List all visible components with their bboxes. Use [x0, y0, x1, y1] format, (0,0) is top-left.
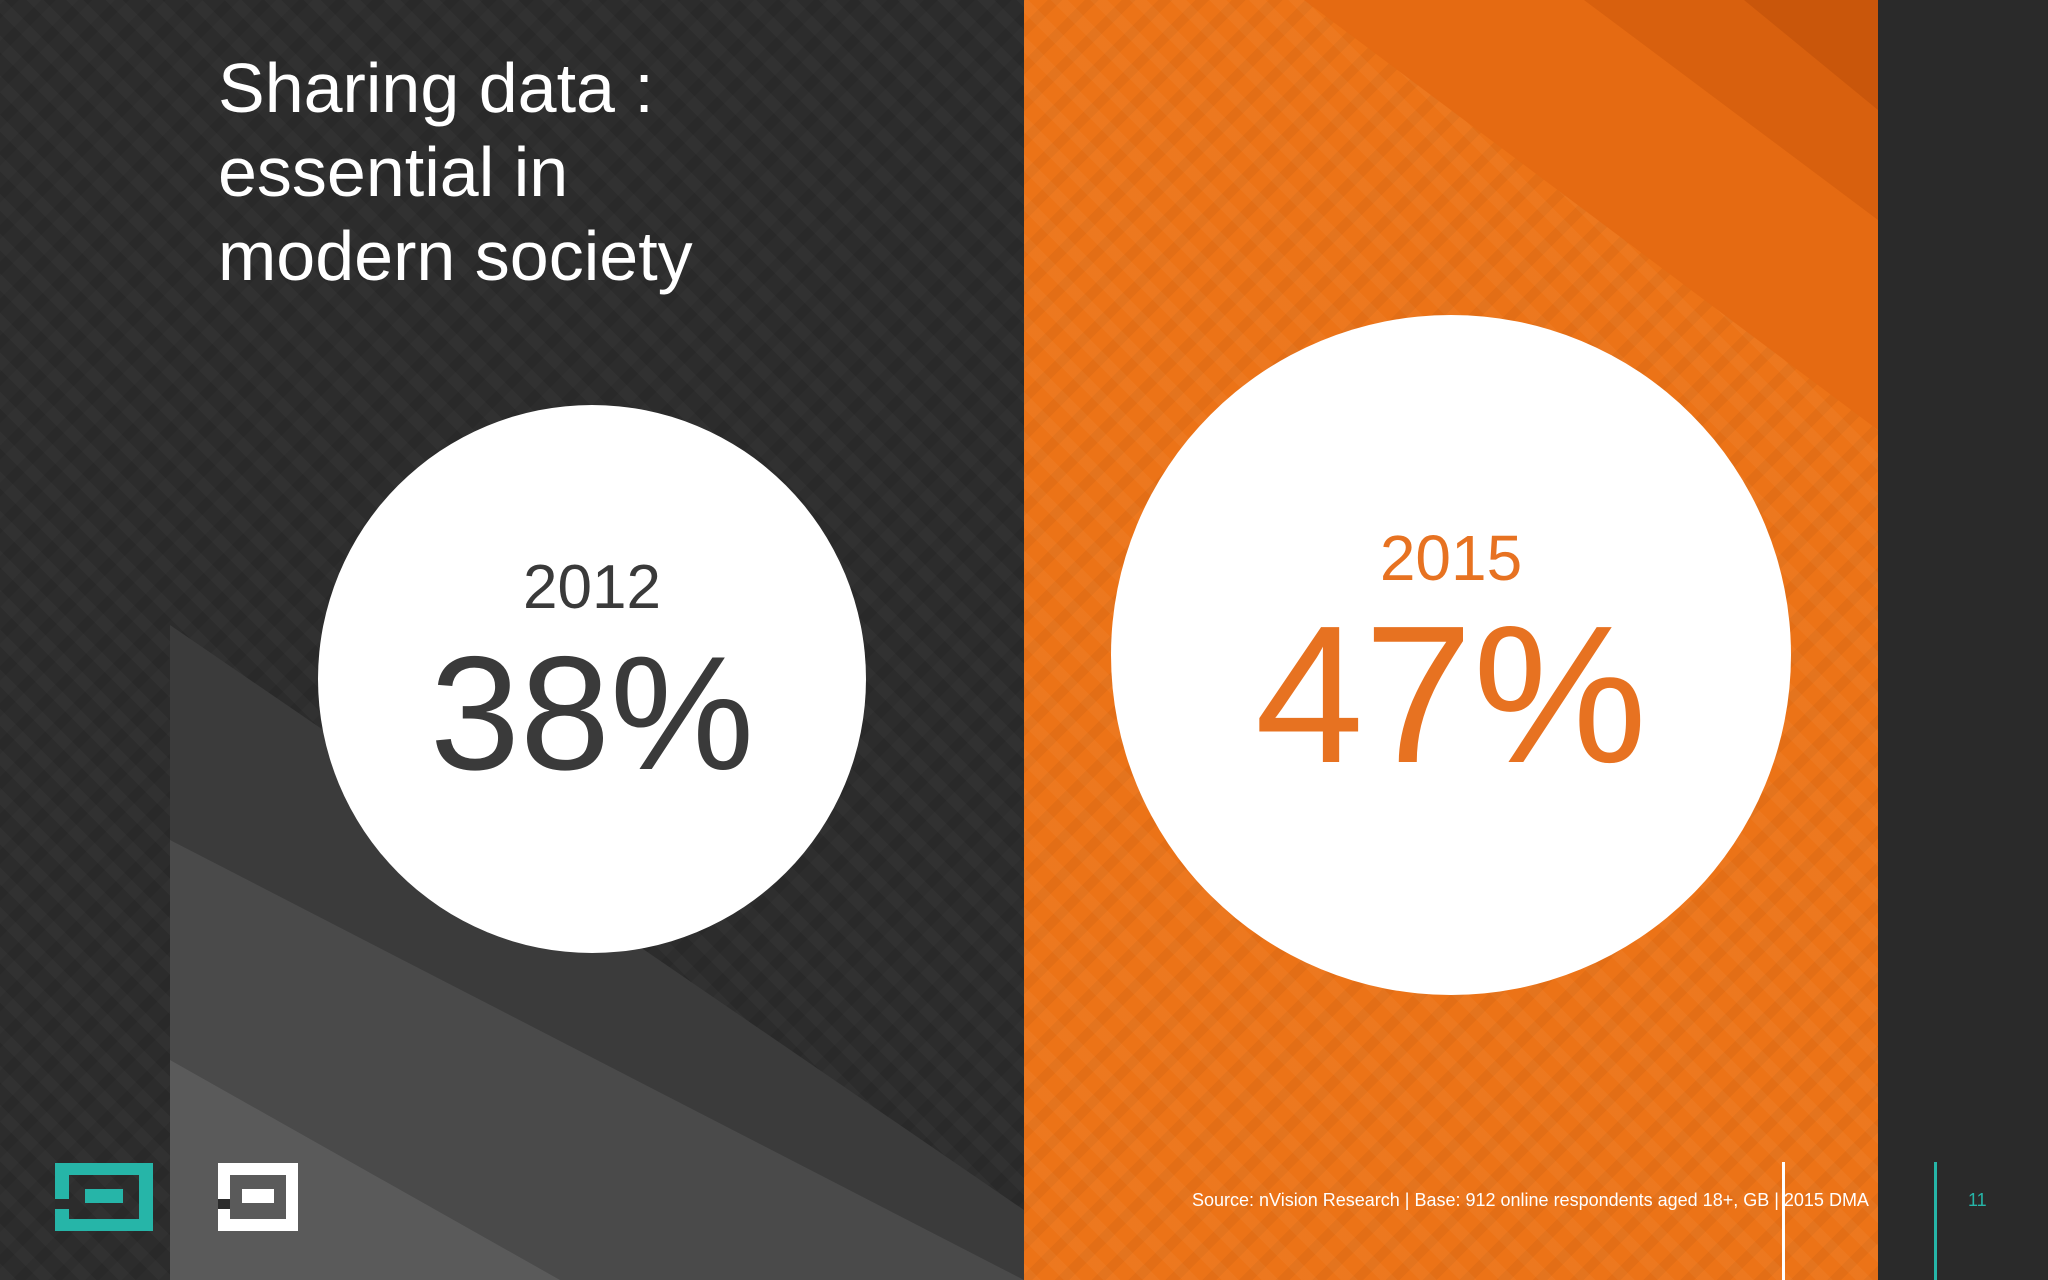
stat-value-2015: 47% — [1254, 585, 1648, 804]
stat-year-2012: 2012 — [523, 553, 661, 622]
footer-divider-white — [1782, 1162, 1785, 1280]
slide-title: Sharing data : essential in modern socie… — [218, 49, 693, 295]
footer-divider-teal — [1934, 1162, 1937, 1280]
source-citation: Source: nVision Research | Base: 912 onl… — [1192, 1190, 1869, 1210]
stat-value-2012: 38% — [429, 623, 755, 804]
right-dark-strip — [1878, 0, 2048, 1280]
stat-circle-2015: 2015 47% — [1111, 315, 1791, 995]
stat-circle-2012: 2012 38% — [318, 405, 866, 953]
page-number: 11 — [1968, 1190, 1987, 1210]
dma-logo-white-icon — [218, 1163, 298, 1231]
dma-logo-teal-icon — [55, 1163, 153, 1231]
stat-year-2015: 2015 — [1379, 522, 1523, 594]
